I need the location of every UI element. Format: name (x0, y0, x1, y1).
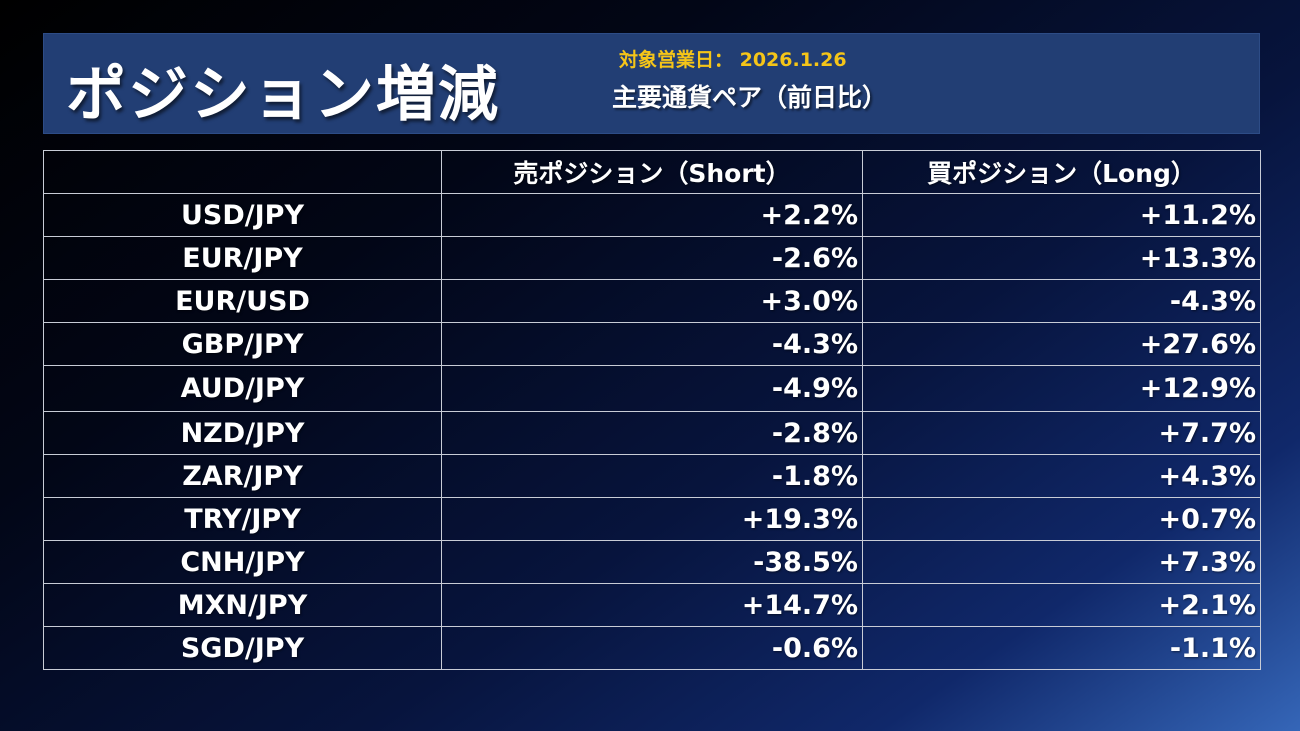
table-row: ZAR/JPY -1.8% +4.3% (43, 454, 1261, 498)
currency-pair: TRY/JPY (43, 497, 442, 541)
long-change: +11.2% (862, 193, 1261, 237)
position-change-table: 売ポジション（Short） 買ポジション（Long） USD/JPY +2.2%… (43, 150, 1261, 670)
header-banner: ポジション増減 対象営業日： 2026.1.26 主要通貨ペア（前日比） (43, 33, 1260, 134)
table-row: NZD/JPY -2.8% +7.7% (43, 411, 1261, 455)
long-change: +7.3% (862, 540, 1261, 584)
short-change: -0.6% (441, 626, 863, 670)
short-change: +14.7% (441, 583, 863, 627)
long-change: +2.1% (862, 583, 1261, 627)
table-row: AUD/JPY -4.9% +12.9% (43, 365, 1261, 412)
table-row: GBP/JPY -4.3% +27.6% (43, 322, 1261, 366)
long-change: +27.6% (862, 322, 1261, 366)
long-change: -1.1% (862, 626, 1261, 670)
currency-pair: GBP/JPY (43, 322, 442, 366)
table-header-row: 売ポジション（Short） 買ポジション（Long） (43, 150, 1261, 194)
currency-pair: CNH/JPY (43, 540, 442, 584)
table-row: USD/JPY +2.2% +11.2% (43, 193, 1261, 237)
long-change: +12.9% (862, 365, 1261, 412)
table-row: TRY/JPY +19.3% +0.7% (43, 497, 1261, 541)
page-subtitle: 主要通貨ペア（前日比） (612, 83, 888, 112)
long-change: +0.7% (862, 497, 1261, 541)
short-change: -4.3% (441, 322, 863, 366)
short-change: -2.6% (441, 236, 863, 280)
short-change: +2.2% (441, 193, 863, 237)
short-change: +3.0% (441, 279, 863, 323)
long-change: +4.3% (862, 454, 1261, 498)
table-row: CNH/JPY -38.5% +7.3% (43, 540, 1261, 584)
column-header-short: 売ポジション（Short） (441, 150, 863, 194)
currency-pair: EUR/USD (43, 279, 442, 323)
long-change: -4.3% (862, 279, 1261, 323)
table-row: MXN/JPY +14.7% +2.1% (43, 583, 1261, 627)
short-change: -2.8% (441, 411, 863, 455)
column-header-pair (43, 150, 442, 194)
column-header-long: 買ポジション（Long） (862, 150, 1261, 194)
business-date: 対象営業日： 2026.1.26 (619, 49, 847, 71)
page-title: ポジション増減 (66, 60, 500, 130)
currency-pair: NZD/JPY (43, 411, 442, 455)
currency-pair: USD/JPY (43, 193, 442, 237)
table-row: EUR/JPY -2.6% +13.3% (43, 236, 1261, 280)
currency-pair: ZAR/JPY (43, 454, 442, 498)
currency-pair: AUD/JPY (43, 365, 442, 412)
short-change: -38.5% (441, 540, 863, 584)
table-row: SGD/JPY -0.6% -1.1% (43, 626, 1261, 670)
table-row: EUR/USD +3.0% -4.3% (43, 279, 1261, 323)
currency-pair: MXN/JPY (43, 583, 442, 627)
currency-pair: EUR/JPY (43, 236, 442, 280)
long-change: +13.3% (862, 236, 1261, 280)
long-change: +7.7% (862, 411, 1261, 455)
short-change: +19.3% (441, 497, 863, 541)
short-change: -4.9% (441, 365, 863, 412)
short-change: -1.8% (441, 454, 863, 498)
currency-pair: SGD/JPY (43, 626, 442, 670)
